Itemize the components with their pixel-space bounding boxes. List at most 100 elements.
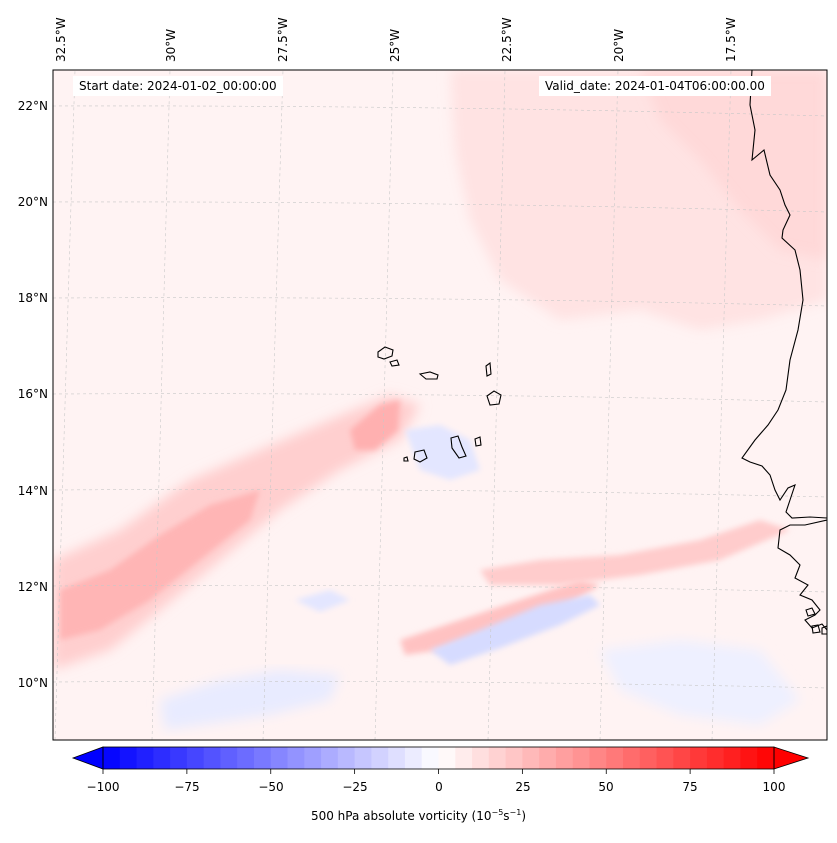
meridian-line xyxy=(599,70,619,740)
lon-label-30w: 30°W xyxy=(164,28,178,62)
colorbar-segment xyxy=(589,747,607,769)
colorbar-segment xyxy=(673,747,691,769)
africa-coastline-south xyxy=(777,519,827,631)
negative-region-southeast xyxy=(600,640,800,725)
colorbar-segment xyxy=(220,747,238,769)
colorbar-segment xyxy=(287,747,305,769)
units-exponent-2: −1 xyxy=(509,808,522,817)
meridian-line xyxy=(54,70,76,740)
lat-label-12n: 12°N xyxy=(17,580,48,594)
parallel-line xyxy=(53,201,827,213)
lon-label-25w: 25°W xyxy=(388,28,402,62)
island-boa-vista xyxy=(486,390,502,406)
lat-label-10n: 10°N xyxy=(17,676,48,690)
colorbar-segment xyxy=(505,747,523,769)
colorbar-tick: −50 xyxy=(258,780,284,794)
map-frame xyxy=(52,69,828,741)
lat-label-22n: 22°N xyxy=(17,99,48,113)
negative-region-center xyxy=(405,425,480,480)
colorbar-segment xyxy=(170,747,188,769)
meridian-line xyxy=(487,70,506,740)
island-brava xyxy=(403,456,409,462)
colorbar-frame xyxy=(102,746,775,770)
colorbar-segment xyxy=(371,747,389,769)
parallel-line xyxy=(53,297,827,307)
colorbar-segment xyxy=(237,747,255,769)
positive-core-central xyxy=(350,400,400,450)
coastlines xyxy=(377,70,827,635)
colorbar-segment xyxy=(539,747,557,769)
colorbar-variable: 500 hPa absolute vorticity xyxy=(310,809,468,823)
units-exponent-1: −5 xyxy=(491,808,504,817)
colorbar-segment xyxy=(321,747,339,769)
colorbar-tick: −25 xyxy=(342,780,368,794)
lat-label-16n: 16°N xyxy=(17,387,48,401)
island-west xyxy=(377,346,394,360)
colorbar-max-extend xyxy=(773,746,810,770)
colorbar-segment xyxy=(388,747,406,769)
meridian-line xyxy=(151,70,171,740)
colorbar-segment xyxy=(723,747,741,769)
colorbar-segment xyxy=(119,747,138,769)
colorbar-segment xyxy=(656,747,674,769)
island-maio xyxy=(474,436,482,447)
meridian-line xyxy=(262,70,284,740)
island-sal xyxy=(485,361,492,377)
positive-streak-east xyxy=(480,520,790,585)
colorbar-segment xyxy=(304,747,322,769)
island-santa-luzia xyxy=(389,359,400,367)
colorbar-tick: 75 xyxy=(682,780,698,794)
colorbar-segment xyxy=(186,747,205,769)
colorbar xyxy=(102,747,775,774)
colorbar-segment xyxy=(706,747,725,769)
colorbar-segment xyxy=(572,747,590,769)
colorbar-segment xyxy=(690,747,708,769)
positive-streak-south xyxy=(400,580,600,655)
colorbar-segment xyxy=(103,747,121,769)
colorbar-tick: −75 xyxy=(174,780,200,794)
colorbar-segment xyxy=(555,747,574,769)
negative-streak-south xyxy=(430,595,600,665)
negative-region-southwest xyxy=(160,670,340,730)
colorbar-segment xyxy=(623,747,641,769)
colorbar-segment xyxy=(472,747,490,769)
lon-label-32-5w: 32.5°W xyxy=(54,17,68,62)
parallel-line xyxy=(53,680,827,689)
island-santiago xyxy=(450,435,467,459)
colorbar-tick: 100 xyxy=(762,780,786,794)
units-base: 10 xyxy=(476,809,492,823)
colorbar-tick: 0 xyxy=(435,780,443,794)
lat-label-18n: 18°N xyxy=(17,291,48,305)
colorbar-segment xyxy=(438,747,456,769)
colorbar-segment xyxy=(522,747,540,769)
colorbar-tick: −100 xyxy=(86,780,120,794)
island-sao-nicolau xyxy=(418,371,439,380)
colorbar-tick: 50 xyxy=(598,780,614,794)
colorbar-segment xyxy=(404,747,423,769)
colorbar-segment xyxy=(153,747,171,769)
parallel-line xyxy=(53,105,827,117)
colorbar-segment xyxy=(639,747,658,769)
meridian-line xyxy=(711,70,732,740)
units-mid: s xyxy=(503,809,510,823)
colorbar-segment xyxy=(203,747,221,769)
colorbar-min-extend xyxy=(71,746,104,770)
island-fogo xyxy=(413,449,428,463)
colorbar-segment xyxy=(606,747,624,769)
colorbar-segment xyxy=(740,747,758,769)
colorbar-segment xyxy=(757,747,775,769)
colorbar-segment xyxy=(337,747,356,769)
vorticity-field xyxy=(53,70,827,740)
colorbar-segment xyxy=(253,747,272,769)
lon-label-22-5w: 22.5°W xyxy=(500,17,514,62)
parallel-line xyxy=(53,584,827,593)
colorbar-segment xyxy=(455,747,473,769)
lon-label-17-5w: 17.5°W xyxy=(724,17,738,62)
colorbar-segment xyxy=(136,747,154,769)
meridian-line xyxy=(374,70,394,740)
lat-label-14n: 14°N xyxy=(17,484,48,498)
parallel-line xyxy=(53,489,827,498)
parallel-line xyxy=(53,393,827,403)
